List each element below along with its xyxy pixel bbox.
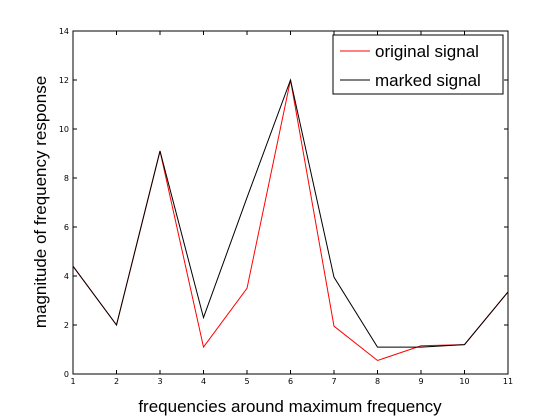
series-line-marked	[72, 78, 509, 348]
x-tick-label: 4	[201, 377, 206, 386]
x-tick-label: 1	[70, 377, 75, 386]
x-tick-label: 9	[418, 377, 423, 386]
legend-label-original: original signal	[375, 42, 479, 61]
x-tick-label: 7	[331, 377, 336, 386]
y-tick-label: 4	[64, 272, 69, 281]
y-tick-label: 10	[59, 125, 69, 134]
y-tick-label: 14	[59, 27, 69, 36]
legend-label-marked: marked signal	[375, 71, 481, 90]
x-tick-label: 6	[288, 377, 293, 386]
x-tick-label: 5	[244, 377, 249, 386]
x-tick-label: 11	[503, 377, 513, 386]
x-tick-label: 3	[157, 377, 162, 386]
x-tick-label: 2	[114, 377, 119, 386]
legend: original signal marked signal	[332, 34, 504, 95]
y-axis-label: magnitude of frequency response	[31, 76, 50, 328]
x-tick-label: 10	[459, 377, 469, 386]
y-tick-label: 2	[64, 321, 69, 330]
y-tick-label: 6	[64, 223, 69, 232]
series-lines	[72, 78, 509, 362]
y-tick-label: 8	[64, 174, 69, 183]
y-tick-label: 12	[59, 76, 69, 85]
legend-box	[332, 34, 504, 95]
y-tick-label: 0	[64, 370, 69, 379]
x-tick-label: 8	[375, 377, 380, 386]
x-axis-label: frequencies around maximum frequency	[138, 397, 442, 416]
